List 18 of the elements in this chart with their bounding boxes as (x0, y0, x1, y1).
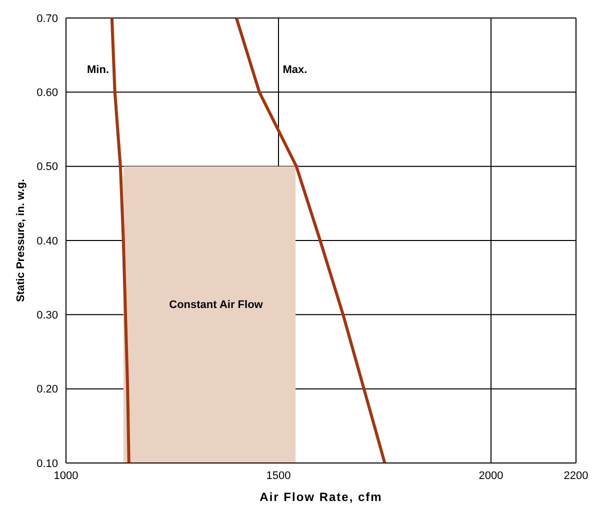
y-tick-label: 0.30 (36, 310, 58, 322)
y-tick-label: 0.60 (36, 87, 58, 100)
y-tick-label: 0.70 (36, 12, 58, 25)
annotation: Min. (87, 64, 109, 76)
y-tick-label: 0.20 (36, 384, 58, 396)
y-tick-label: 0.50 (36, 161, 58, 174)
y-tick-label: 0.10 (36, 458, 58, 470)
annotation: Max. (282, 64, 308, 76)
line-series (110, 18, 130, 463)
x-tick-label: 1500 (266, 470, 291, 482)
x-tick-label: 1000 (54, 470, 78, 482)
x-tick-label: 2200 (564, 470, 588, 482)
x-tick-label: 2000 (478, 470, 504, 482)
annotation: Constant Air Flow (169, 299, 263, 311)
line-series (234, 18, 386, 463)
x-axis-title: Air Flow Rate, cfm (260, 490, 382, 504)
y-tick-label: 0.40 (36, 235, 58, 248)
y-axis-title: Static Pressure, in. w.g. (14, 178, 27, 302)
